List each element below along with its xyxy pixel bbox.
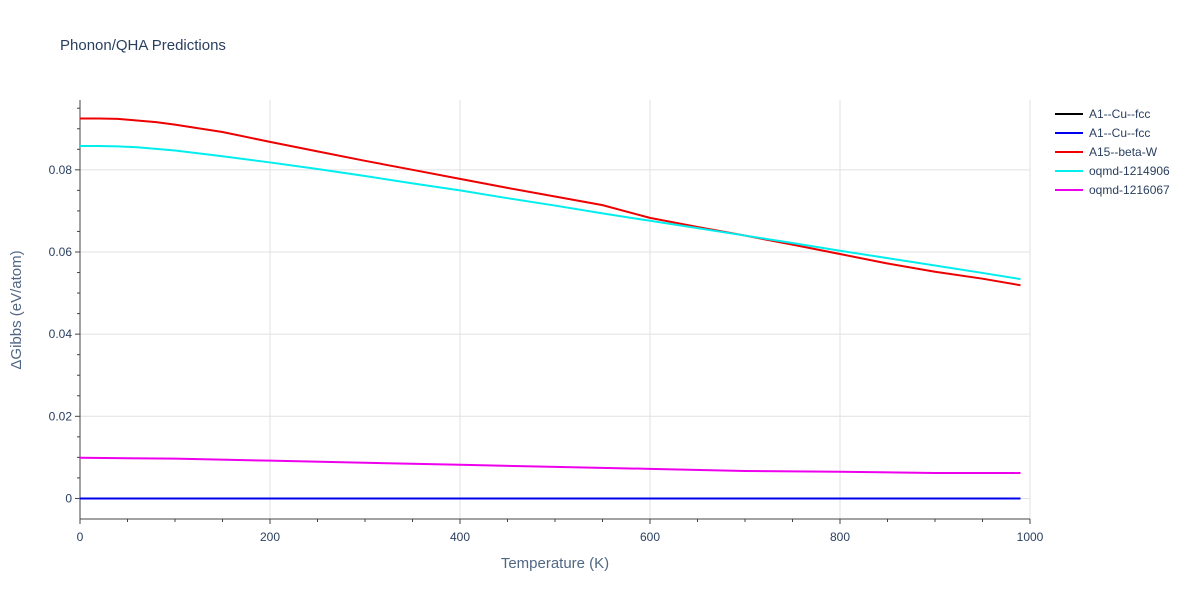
legend-item[interactable]: A1--Cu--fcc — [1055, 107, 1150, 121]
y-tick-label: 0.08 — [49, 163, 73, 177]
x-tick-label: 200 — [260, 530, 280, 544]
x-axis-title: Temperature (K) — [501, 555, 609, 572]
y-tick-label: 0.02 — [49, 409, 73, 423]
grid-layer — [80, 100, 1031, 519]
series-line-2 — [80, 117, 1021, 287]
legend-item[interactable]: oqmd-1216067 — [1055, 183, 1170, 197]
legend-label: oqmd-1216067 — [1089, 183, 1170, 197]
legend[interactable]: A1--Cu--fcc A1--Cu--fcc A15--beta-W oqmd-12… — [1055, 107, 1170, 197]
legend-label: A1--Cu--fcc — [1089, 126, 1150, 140]
x-tick-label: 800 — [830, 530, 850, 544]
legend-label: oqmd-1214906 — [1089, 164, 1170, 178]
legend-label: A15--beta-W — [1089, 145, 1158, 159]
legend-item[interactable]: A15--beta-W — [1055, 145, 1158, 159]
x-tick-label: 0 — [77, 530, 84, 544]
legend-item[interactable]: oqmd-1214906 — [1055, 164, 1170, 178]
y-axis-title: ΔGibbs (eV/atom) — [8, 250, 25, 369]
series-layer — [79, 117, 1021, 500]
x-tick-label: 600 — [640, 530, 660, 544]
y-tick-label: 0 — [65, 491, 72, 505]
y-tick-label: 0.04 — [49, 327, 73, 341]
legend-item[interactable]: A1--Cu--fcc — [1055, 126, 1150, 140]
x-tick-label: 1000 — [1017, 530, 1044, 544]
series-line-4 — [79, 456, 1021, 474]
series-line-3 — [80, 145, 1021, 281]
chart-title: Phonon/QHA Predictions — [60, 37, 226, 54]
x-tick-label: 400 — [450, 530, 470, 544]
legend-label: A1--Cu--fcc — [1089, 107, 1150, 121]
y-tick-label: 0.06 — [49, 245, 73, 259]
axes-layer: 0 200 400 600 800 1000 0 0.02 0.04 0.06 0.08 — [49, 100, 1044, 544]
